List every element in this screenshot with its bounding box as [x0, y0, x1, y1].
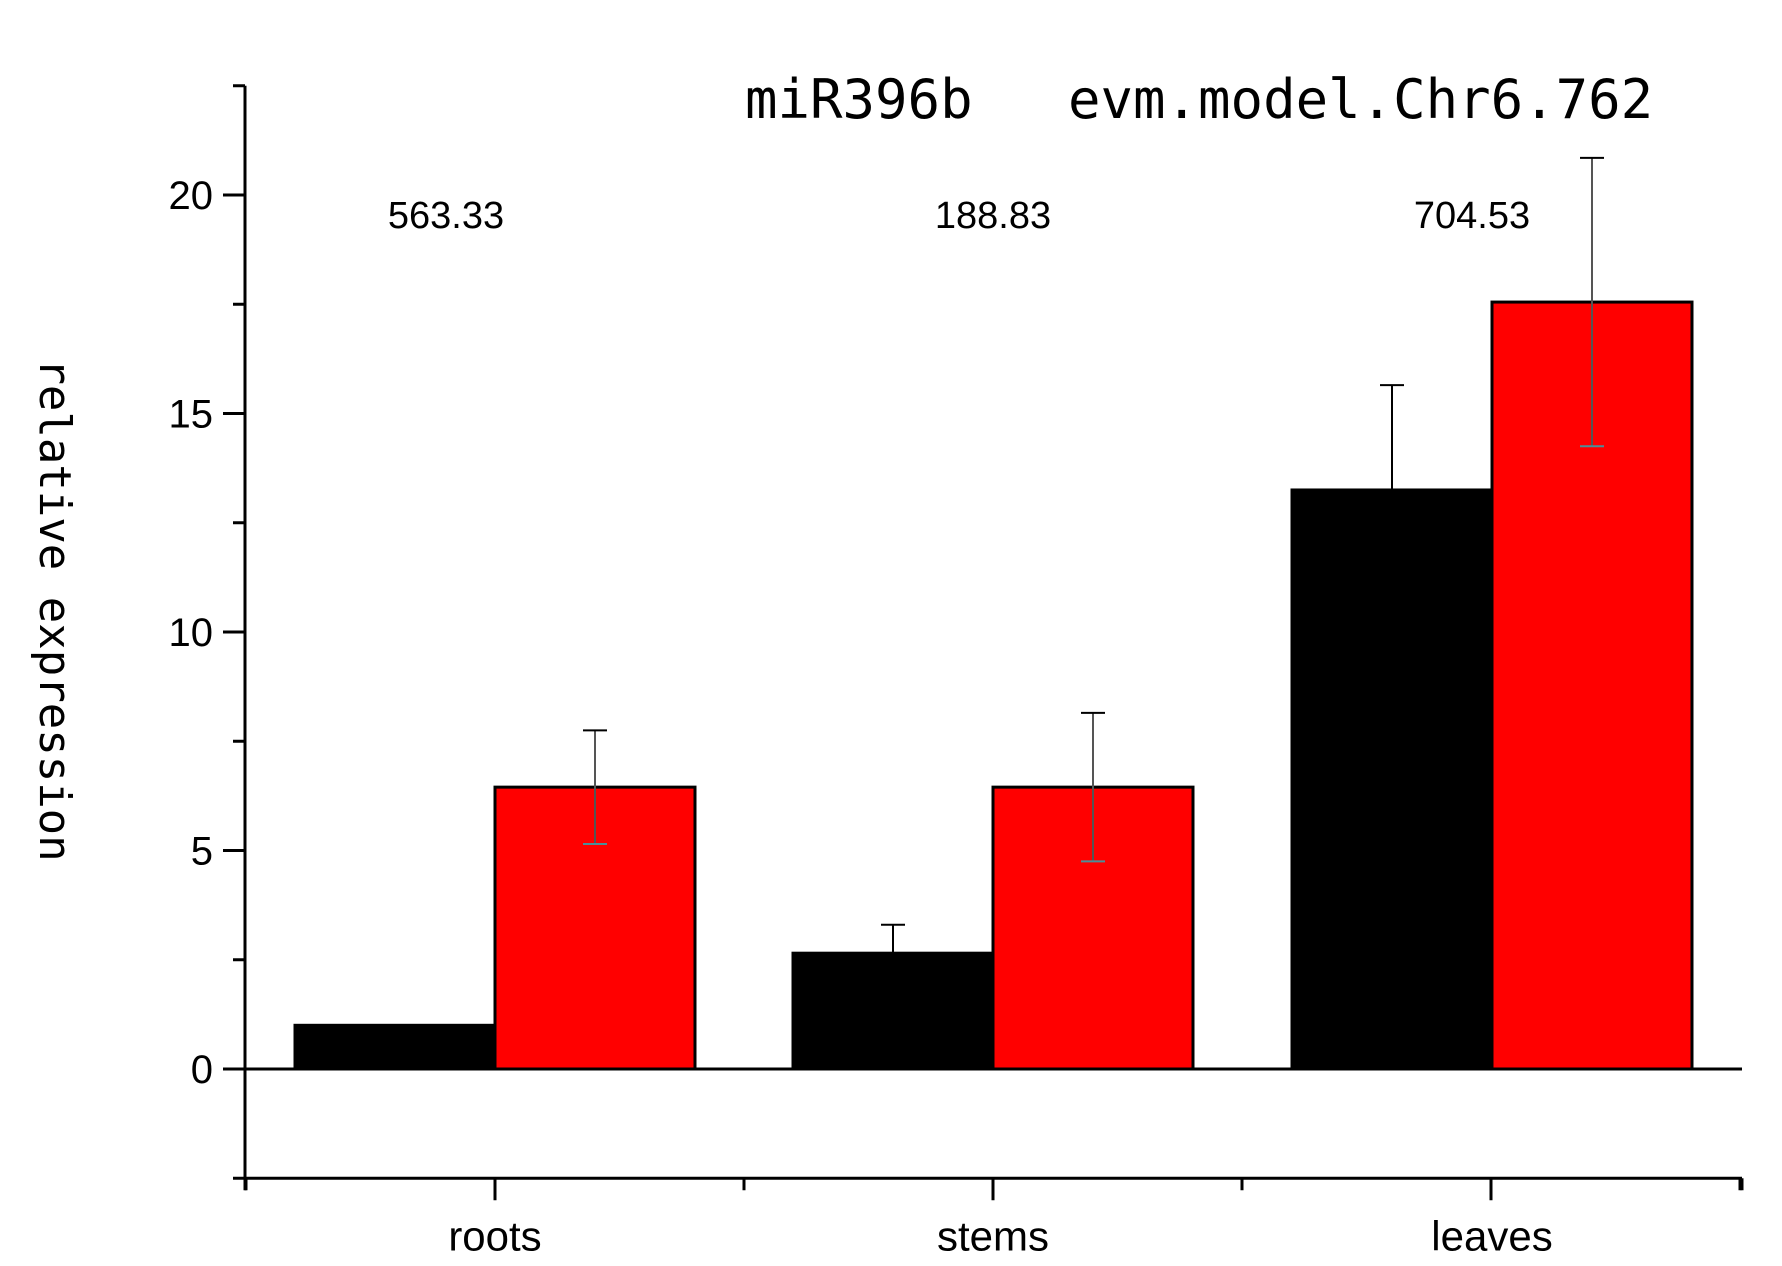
x-tick-label-stems: stems	[937, 1212, 1049, 1259]
y-axis-label: relative expression	[29, 358, 80, 861]
legend-series-1: miR396b	[745, 68, 973, 131]
y-tick-label: 10	[169, 611, 214, 655]
x-tick-label-leaves: leaves	[1431, 1212, 1552, 1259]
y-tick-label: 20	[169, 174, 214, 218]
error-bars	[583, 156, 1604, 982]
annotation-stems: 188.83	[935, 195, 1051, 237]
bars	[293, 300, 1694, 1071]
legend-series-2: evm.model.Chr6.762	[1068, 68, 1653, 131]
bar-roots-series-1	[293, 1023, 497, 1071]
labels: roots stems leaves	[448, 1212, 1552, 1259]
y-tick-label: 0	[191, 1048, 213, 1092]
annotation-roots: 563.33	[388, 195, 504, 237]
y-tick-label: 15	[169, 393, 214, 437]
x-tick-label-roots: roots	[448, 1212, 541, 1259]
annotation-leaves: 704.53	[1414, 195, 1530, 237]
y-tick-label: 5	[191, 830, 213, 874]
